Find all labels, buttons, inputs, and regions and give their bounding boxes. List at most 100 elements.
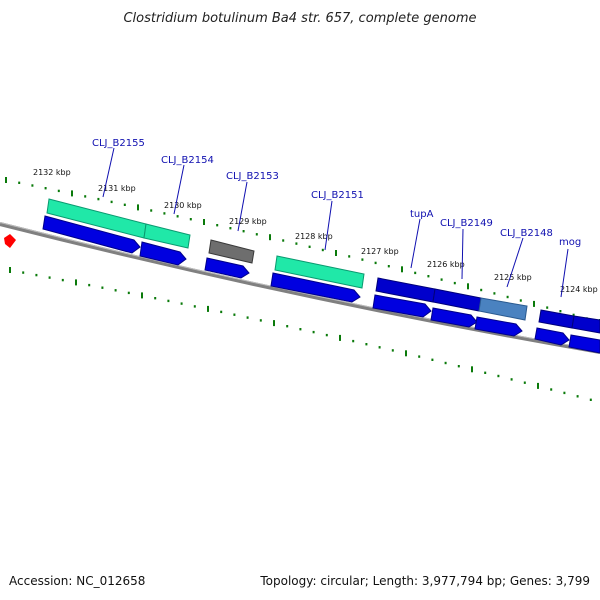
cds-arrow-clj-b2155[interactable] [42,215,141,254]
minor-tick [286,325,289,328]
major-tick [269,234,271,241]
scale-label: 2127 kbp [361,247,399,256]
gene-feature-clj-b2154[interactable] [143,223,191,249]
gene-feature-next[interactable] [571,315,600,334]
leader-line [506,237,524,288]
major-tick [273,320,275,327]
minor-tick [440,278,443,281]
minor-tick [361,258,364,261]
minor-tick [572,313,575,317]
cds-arrow-next[interactable] [568,334,600,354]
minor-tick [374,261,377,265]
minor-tick [114,289,117,292]
minor-tick [255,233,258,236]
minor-tick [242,230,245,233]
minor-tick [546,306,549,309]
minor-tick [282,239,285,242]
outer-tick-row [5,177,600,325]
gene-label-clj-b2153[interactable]: CLJ_B2153 [226,171,279,182]
minor-tick [97,197,100,201]
cds-arrow-tupa[interactable] [372,294,432,318]
cds-arrow-clj-b2151[interactable] [270,272,361,303]
gene-row-top [46,198,600,334]
cds-arrow-clj-b2154[interactable] [139,241,187,266]
leader-line [461,228,464,280]
gene-feature-clj-b2153[interactable] [208,239,255,264]
map-title: Clostridium botulinum Ba4 str. 657, comp… [123,11,476,26]
minor-tick [453,281,456,285]
cds-arrow-clj-b2149[interactable] [430,307,478,328]
scale-label: 2132 kbp [33,168,71,177]
minor-tick [365,343,368,346]
minor-tick [88,283,91,287]
leader-line [237,181,248,232]
minor-tick [246,316,249,319]
gene-feature-mog[interactable] [538,309,575,329]
minor-tick [180,302,183,305]
minor-tick [163,212,166,215]
minor-tick [189,218,192,221]
cds-arrow-clj-b2148[interactable] [474,316,523,337]
minor-tick [506,295,509,299]
minor-tick [321,248,324,252]
minor-tick [497,374,500,378]
leader-line [560,248,569,298]
leader-line [324,200,333,251]
minor-tick [378,346,381,349]
gene-label-clj-b2154[interactable]: CLJ_B2154 [161,155,214,166]
minor-tick [123,203,126,206]
gene-feature-clj-b2149[interactable] [432,288,482,312]
minor-tick [154,297,157,300]
minor-tick [31,184,34,187]
topology-text: Topology: circular; Length: 3,977,794 bp… [260,574,590,588]
minor-tick [391,349,394,352]
cds-arrow-clj-b2153[interactable] [204,257,250,279]
scale-label: 2129 kbp [229,217,267,226]
major-tick [5,177,7,183]
gene-label-clj-b2151[interactable]: CLJ_B2151 [311,190,364,201]
minor-tick [308,245,311,248]
major-tick [335,250,337,256]
minor-tick [167,299,170,303]
gene-label-tupa[interactable]: tupA [410,209,434,220]
major-tick [203,219,205,225]
minor-tick [519,299,522,302]
scale-label: 2130 kbp [164,201,202,210]
accession-text: Accession: NC_012658 [9,574,146,588]
minor-tick [550,388,553,391]
cds-row [42,215,600,354]
major-tick [467,283,469,290]
gene-label-mog[interactable]: mog [559,237,581,248]
cds-arrow-mog[interactable] [534,327,570,346]
scale-label: 2126 kbp [427,260,465,269]
minor-tick [387,265,390,268]
gene-label-clj-b2148[interactable]: CLJ_B2148 [500,228,553,239]
minor-tick [101,286,104,289]
scale-labels: 2132 kbp 2131 kbp 2130 kbp 2129 kbp 2128… [33,168,598,294]
minor-tick [444,361,447,365]
minor-tick [259,319,262,322]
gene-label-clj-b2155[interactable]: CLJ_B2155 [92,138,145,149]
minor-tick [457,365,460,368]
sequence-backbone-highlight [0,222,600,351]
minor-tick [480,288,483,292]
minor-tick [22,271,25,274]
minor-tick [484,371,487,374]
leader-line [410,218,421,269]
gene-label-clj-b2149[interactable]: CLJ_B2149 [440,218,493,229]
minor-tick [352,339,355,343]
gene-feature-clj-b2148[interactable] [478,297,528,321]
minor-tick [493,292,496,295]
inner-tick-row [9,267,592,401]
leader-line [173,164,185,215]
minor-tick [193,305,196,308]
gene-feature-clj-b2151[interactable] [274,255,365,289]
minor-tick [61,278,64,282]
sequence-backbone [0,222,600,354]
minor-tick [216,224,219,227]
minor-tick [35,273,38,277]
scale-label: 2125 kbp [494,273,532,282]
minor-tick [563,391,566,395]
major-tick [401,266,403,273]
minor-tick [427,275,430,278]
